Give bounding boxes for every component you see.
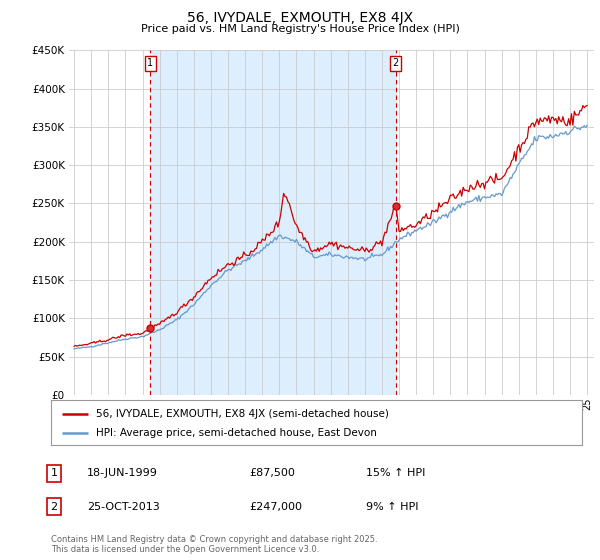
Text: 56, IVYDALE, EXMOUTH, EX8 4JX (semi-detached house): 56, IVYDALE, EXMOUTH, EX8 4JX (semi-deta…	[96, 409, 389, 419]
Text: 9% ↑ HPI: 9% ↑ HPI	[366, 502, 419, 512]
Text: 1: 1	[148, 58, 154, 68]
Text: 56, IVYDALE, EXMOUTH, EX8 4JX: 56, IVYDALE, EXMOUTH, EX8 4JX	[187, 11, 413, 25]
Text: Price paid vs. HM Land Registry's House Price Index (HPI): Price paid vs. HM Land Registry's House …	[140, 24, 460, 34]
Text: HPI: Average price, semi-detached house, East Devon: HPI: Average price, semi-detached house,…	[96, 428, 377, 438]
Text: 15% ↑ HPI: 15% ↑ HPI	[366, 468, 425, 478]
Text: 2: 2	[50, 502, 58, 512]
Text: £87,500: £87,500	[249, 468, 295, 478]
Bar	[151, 50, 396, 395]
Text: 18-JUN-1999: 18-JUN-1999	[87, 468, 158, 478]
Text: 2: 2	[392, 58, 399, 68]
Text: 1: 1	[50, 468, 58, 478]
Text: £247,000: £247,000	[249, 502, 302, 512]
Text: 25-OCT-2013: 25-OCT-2013	[87, 502, 160, 512]
Text: Contains HM Land Registry data © Crown copyright and database right 2025.
This d: Contains HM Land Registry data © Crown c…	[51, 535, 377, 554]
